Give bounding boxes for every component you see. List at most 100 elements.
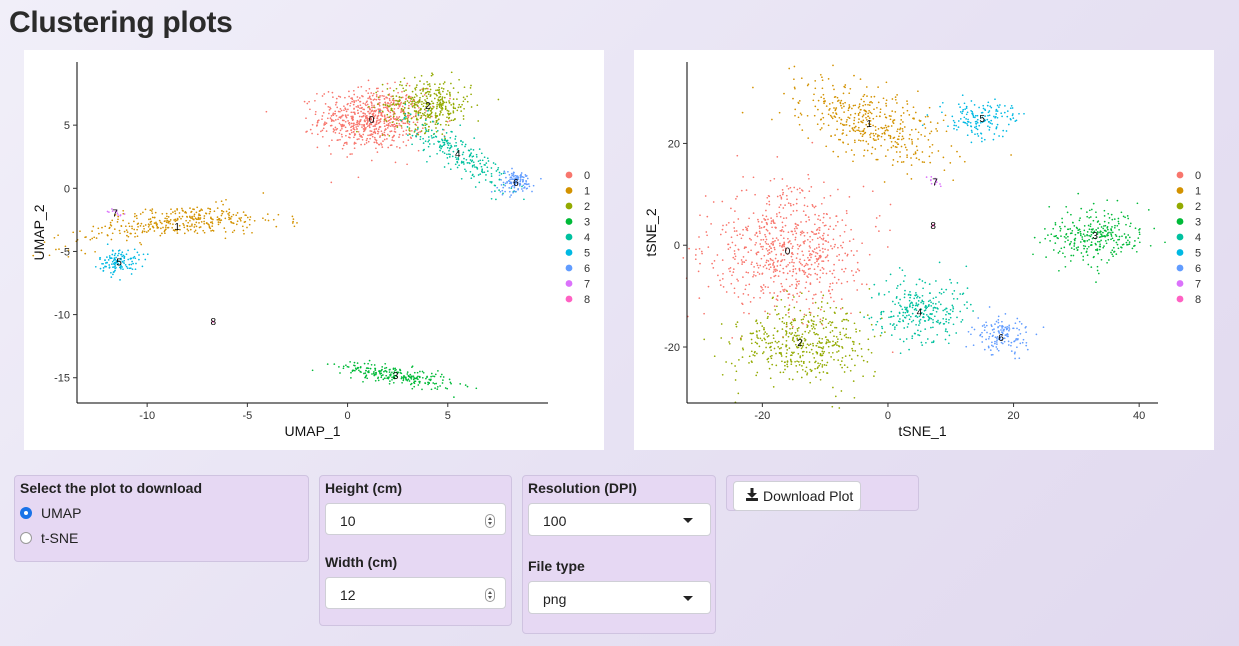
point — [979, 334, 981, 337]
point — [216, 218, 219, 221]
radio-button-umap[interactable] — [20, 507, 32, 519]
point — [760, 245, 763, 248]
point — [928, 303, 930, 306]
point — [987, 125, 989, 128]
point — [440, 107, 443, 110]
point — [367, 362, 369, 365]
point — [198, 210, 201, 212]
point — [904, 289, 906, 292]
point — [375, 95, 378, 98]
point — [825, 318, 827, 321]
point — [762, 238, 765, 241]
point — [929, 313, 932, 315]
radio-label-tsne: t-SNE — [41, 530, 79, 546]
point — [920, 301, 922, 304]
point — [770, 349, 772, 352]
point — [405, 378, 407, 381]
point — [470, 93, 472, 96]
point — [858, 139, 860, 142]
point — [353, 134, 356, 137]
file-type-select[interactable]: png — [528, 581, 711, 614]
point — [366, 367, 369, 369]
point — [698, 297, 701, 299]
point — [1001, 342, 1004, 345]
point — [761, 339, 763, 342]
point — [817, 232, 820, 234]
point — [929, 179, 932, 182]
point — [841, 356, 844, 359]
point — [1084, 235, 1086, 237]
point — [816, 260, 818, 263]
point — [956, 316, 958, 319]
point — [423, 108, 426, 111]
point — [745, 259, 747, 262]
point — [347, 120, 349, 122]
point — [916, 149, 919, 152]
point — [754, 350, 756, 353]
width-input[interactable]: 12 — [325, 577, 506, 609]
point — [809, 314, 812, 316]
point — [764, 233, 766, 236]
point — [1073, 248, 1076, 251]
width-spinner-icon[interactable] — [485, 588, 495, 602]
height-spinner-icon[interactable] — [485, 514, 495, 528]
resolution-select[interactable]: 100 — [528, 503, 711, 536]
point — [413, 371, 416, 374]
point — [113, 271, 115, 273]
point — [777, 239, 779, 241]
point — [521, 185, 523, 188]
point — [761, 325, 764, 327]
point — [164, 228, 167, 231]
point — [1006, 333, 1009, 336]
point — [387, 102, 390, 104]
point — [133, 228, 136, 231]
height-input[interactable]: 10 — [325, 503, 506, 535]
point — [406, 126, 409, 128]
point — [936, 333, 939, 336]
point — [902, 121, 904, 123]
point — [1079, 232, 1082, 235]
point — [242, 229, 245, 232]
cluster-label-8: 8 — [211, 317, 217, 328]
point — [432, 102, 434, 105]
point — [439, 93, 442, 96]
point — [525, 174, 528, 177]
point — [878, 134, 880, 137]
point — [839, 308, 842, 310]
point — [405, 144, 408, 147]
radio-option-tsne[interactable]: t-SNE — [20, 530, 78, 546]
point — [767, 260, 770, 262]
point — [421, 100, 423, 103]
point — [360, 110, 362, 113]
point — [858, 105, 861, 108]
point — [766, 229, 769, 232]
point — [785, 314, 787, 316]
point — [349, 136, 351, 139]
point — [792, 325, 794, 328]
point — [428, 83, 431, 85]
point — [817, 333, 819, 336]
point — [896, 141, 898, 144]
point — [496, 168, 499, 171]
radio-option-umap[interactable]: UMAP — [20, 505, 81, 521]
point — [983, 119, 986, 122]
point — [721, 228, 724, 231]
point — [1120, 250, 1122, 253]
point — [393, 99, 395, 102]
point — [932, 321, 934, 324]
point — [863, 127, 866, 130]
point — [770, 250, 773, 253]
point — [462, 118, 465, 120]
point — [199, 217, 202, 219]
point — [835, 112, 837, 114]
download-plot-button[interactable]: Download Plot — [733, 481, 861, 511]
radio-button-tsne[interactable] — [20, 532, 32, 544]
point — [392, 381, 395, 384]
point — [765, 228, 768, 231]
point — [104, 259, 106, 261]
point — [1018, 328, 1021, 331]
point — [1099, 243, 1101, 246]
point — [1079, 241, 1082, 243]
point — [1047, 234, 1049, 236]
point — [981, 341, 984, 343]
